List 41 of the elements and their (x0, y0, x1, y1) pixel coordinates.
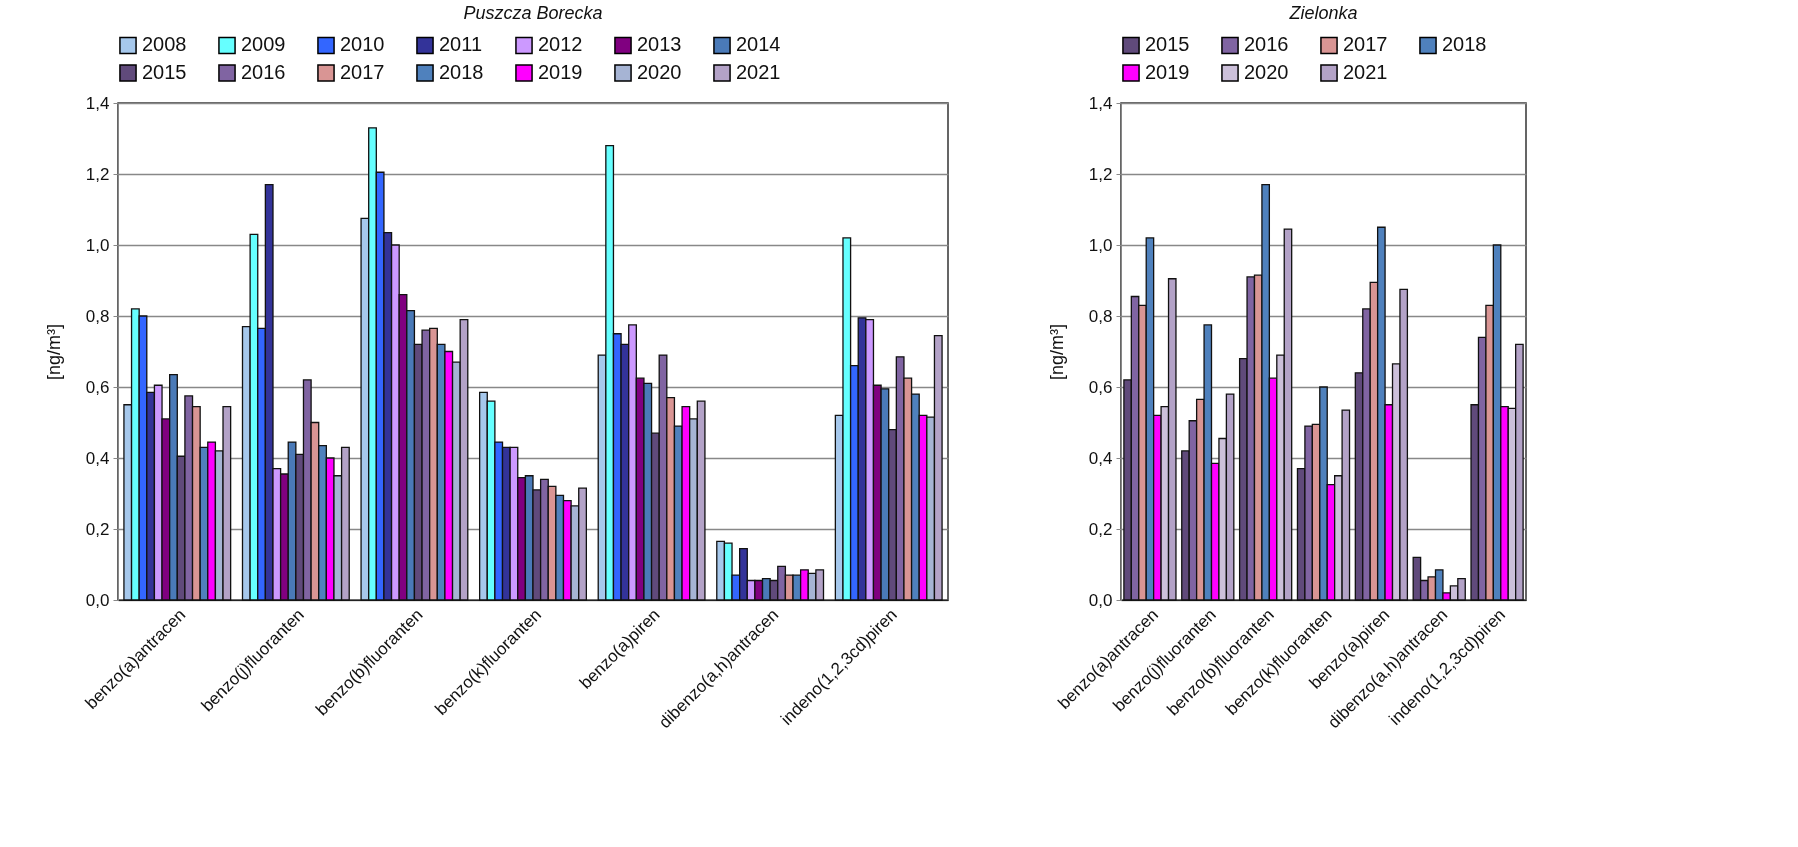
y-tick-label: 0,0 (1088, 590, 1113, 610)
y-tick-label: 1,0 (85, 235, 110, 255)
legend-label: 2013 (637, 33, 682, 56)
y-tick-label: 1,4 (85, 93, 110, 113)
y-tick-label: 0,0 (85, 590, 110, 610)
y-tick-label: 1,2 (85, 164, 110, 184)
y-tick-label: 0,8 (1088, 306, 1113, 326)
legend-label: 2019 (1145, 61, 1190, 83)
y-axis-title: [ng/m³] (43, 323, 64, 381)
y-tick-label: 1,2 (1088, 164, 1113, 184)
y-axis-title: [ng/m³] (1046, 323, 1067, 381)
legend-label: 2018 (1442, 33, 1487, 56)
legend-label: 2011 (439, 33, 483, 56)
legend-label: 2014 (736, 33, 781, 56)
legend-label: 2009 (241, 33, 286, 56)
legend-label: 2008 (142, 33, 187, 56)
legend-label: 2015 (142, 61, 187, 83)
legend-label: 2019 (538, 61, 583, 83)
legend-label: 2017 (340, 61, 385, 83)
y-tick-label: 1,0 (1088, 235, 1113, 255)
chart-title: Zielonka (1288, 3, 1358, 23)
legend-label: 2016 (1244, 33, 1289, 56)
chart-title: Puszcza Borecka (463, 3, 603, 23)
legend-label: 2020 (637, 61, 682, 83)
y-tick-label: 0,2 (1088, 519, 1113, 539)
y-tick-label: 0,4 (1088, 448, 1113, 468)
legend-label: 2016 (241, 61, 286, 83)
legend-label: 2021 (1343, 61, 1388, 83)
legend-label: 2021 (736, 61, 781, 83)
y-tick-label: 0,2 (85, 519, 110, 539)
y-tick-label: 0,8 (85, 306, 110, 326)
legend-label: 2017 (1343, 33, 1388, 56)
y-tick-label: 0,6 (1088, 377, 1113, 397)
y-tick-label: 1,4 (1088, 93, 1113, 113)
legend-label: 2018 (439, 61, 484, 83)
y-tick-label: 0,4 (85, 448, 110, 468)
legend-label: 2015 (1145, 33, 1190, 56)
legend-label: 2012 (538, 33, 583, 56)
legend-label: 2020 (1244, 61, 1289, 83)
y-tick-label: 0,6 (85, 377, 110, 397)
legend-label: 2010 (340, 33, 385, 56)
